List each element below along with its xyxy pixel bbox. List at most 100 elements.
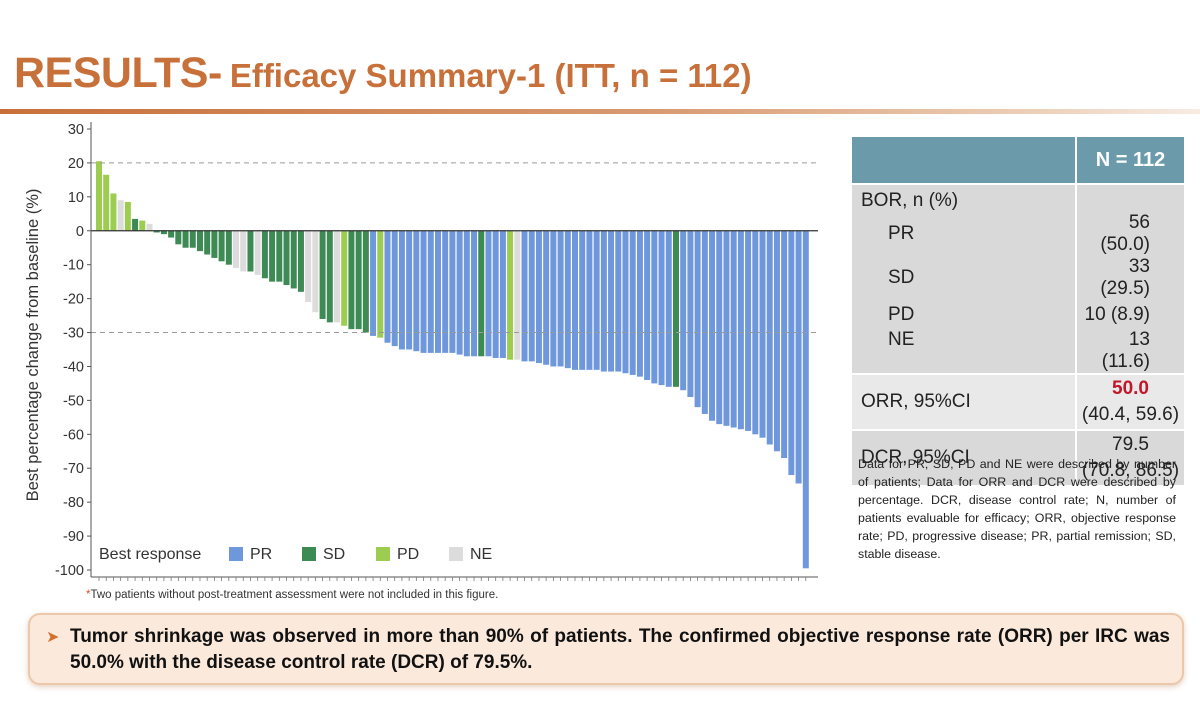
y-tick-label: -80 (63, 495, 84, 511)
legend-label-pd: PD (397, 546, 419, 563)
footnote-text: Two patients without post-treatment asse… (90, 589, 499, 601)
bar-pr (687, 230, 694, 397)
table-row: NE 13 (11.6) (852, 329, 1184, 373)
y-tick-label: -70 (63, 461, 84, 477)
orr-ci: (40.4, 59.6) (1081, 404, 1180, 425)
bar-pr (456, 230, 463, 355)
bar-pr (788, 230, 795, 476)
bar-sd (261, 230, 268, 279)
bar-pr (564, 230, 571, 369)
bar-pr (391, 230, 398, 347)
bar-pr (463, 230, 470, 357)
row-value-sd: 33 (29.5) (1075, 256, 1184, 300)
y-tick-label: -10 (63, 258, 84, 274)
title-divider (0, 109, 1200, 114)
dcr-cell: 79.5 (70.8, 86.5) (1075, 429, 1184, 485)
bar-sd (283, 230, 290, 286)
bar-ne (233, 230, 240, 269)
row-label-sd: SD (852, 256, 1075, 300)
row-value-pd: 10 (8.9) (1075, 300, 1184, 329)
legend-swatch-pd (376, 547, 390, 561)
bar-pr (759, 230, 766, 438)
bar-pr (701, 230, 708, 414)
row-value-ne: 13 (11.6) (1075, 329, 1184, 373)
bar-pr (579, 230, 586, 370)
bar-pr (766, 230, 773, 445)
bar-pr (680, 230, 687, 391)
y-tick-label: -30 (63, 326, 84, 342)
orr-cell: 50.0 (40.4, 59.6) (1075, 373, 1184, 429)
y-tick-label: -100 (55, 563, 84, 579)
y-tick-label: -40 (63, 359, 84, 375)
y-tick-label: 20 (68, 156, 84, 172)
table-header-row: N = 112 (852, 137, 1184, 183)
arrow-right-icon: ➤ (46, 629, 60, 646)
bar-pr (370, 230, 377, 336)
bar-sd (326, 230, 333, 323)
bar-ne (240, 230, 247, 272)
bars-layer (96, 161, 809, 569)
bar-sd (362, 230, 369, 333)
table-row-dcr: DCR, 95%CI 79.5 (70.8, 86.5) (852, 429, 1184, 485)
bar-pr (795, 230, 802, 484)
bar-sd (478, 230, 485, 357)
bar-pr (384, 230, 391, 343)
bar-sd (189, 230, 196, 248)
grid-layer (91, 162, 818, 334)
title-sub: Efficacy Summary-1 (ITT, n = 112) (229, 57, 752, 94)
footnote-marker: * (86, 589, 91, 601)
axis-layer: 30 20 10 0 -10 -20 -30 -40 -50 -60 -70 -80 -90 -100 (55, 122, 818, 581)
abbreviations-note: Data for PR, SD, PD and NE were describe… (858, 457, 1176, 561)
bar-pr (629, 230, 636, 375)
bar-sd (168, 230, 175, 238)
bar-sd (204, 230, 211, 255)
bar-sd (132, 218, 139, 231)
bar-pd (341, 230, 348, 326)
bar-pd (139, 220, 146, 231)
bar-pr (434, 230, 441, 353)
bar-pr (716, 230, 723, 425)
y-tick-label: 10 (68, 190, 84, 206)
bar-pr (723, 230, 730, 426)
bar-pr (730, 230, 737, 428)
y-tick-label: -60 (63, 427, 84, 443)
bar-ne (146, 223, 153, 231)
bar-pr (737, 230, 744, 430)
legend-label-pr: PR (250, 546, 272, 563)
legend-swatch-pr (229, 547, 243, 561)
table-row: PD 10 (8.9) (852, 300, 1184, 329)
orr-label: ORR, 95%CI (852, 373, 1075, 429)
legend-label-sd: SD (323, 546, 345, 563)
bar-sd (290, 230, 297, 289)
bar-pd (507, 230, 514, 360)
row-label-ne: NE (852, 329, 1075, 373)
bar-sd (218, 230, 225, 262)
bar-pr (745, 230, 752, 431)
bar-pr (694, 230, 701, 408)
bar-pd (124, 201, 131, 231)
key-finding-text: Tumor shrinkage was observed in more tha… (70, 626, 1170, 673)
bar-sd (297, 230, 304, 292)
bar-pr (622, 230, 629, 374)
table-header-n: N = 112 (1075, 137, 1184, 183)
bar-sd (153, 230, 160, 233)
bar-ne (254, 230, 261, 275)
bar-pr (593, 230, 600, 370)
bar-sd (211, 230, 218, 258)
legend-swatch-ne (449, 547, 463, 561)
legend-title: Best response (99, 546, 201, 563)
bar-pr (521, 230, 528, 362)
slide-title: RESULTS- Efficacy Summary-1 (ITT, n = 112… (14, 52, 752, 95)
y-tick-label: -20 (63, 292, 84, 308)
bar-pr (658, 230, 665, 386)
bar-pd (103, 174, 110, 231)
bar-pr (557, 230, 564, 367)
y-tick-label: -90 (63, 529, 84, 545)
bar-ne (305, 230, 312, 303)
table-header-blank (852, 137, 1075, 183)
bar-pr (528, 230, 535, 362)
bar-sd (175, 230, 182, 245)
dcr-value: 79.5 (1112, 434, 1149, 455)
title-main: RESULTS- (14, 49, 222, 97)
bar-pr (572, 230, 579, 370)
